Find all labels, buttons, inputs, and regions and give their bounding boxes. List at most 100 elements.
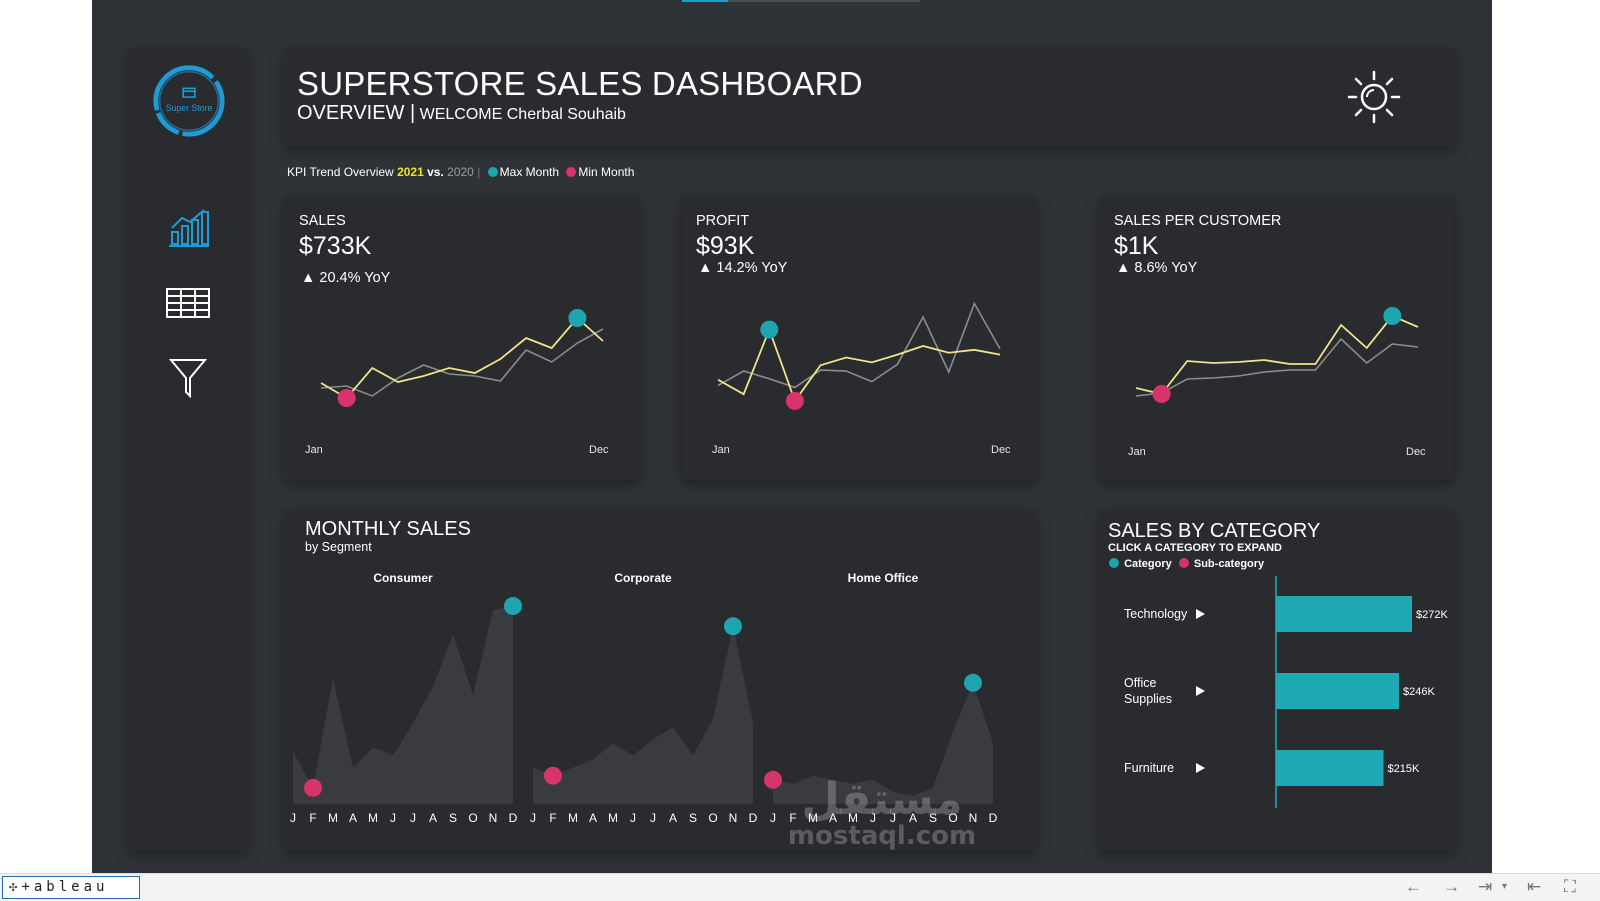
month-tick: D <box>509 811 518 825</box>
month-tick: O <box>948 811 957 825</box>
kpi-card-profit[interactable]: PROFIT $93K ▲ 14.2% YoY Jan Dec <box>682 196 1036 480</box>
month-tick: J <box>650 811 656 825</box>
month-tick: A <box>909 811 917 825</box>
kpi-value: $733K <box>299 232 372 260</box>
month-tick: N <box>729 811 738 825</box>
segment-area <box>533 626 753 804</box>
current-year-line <box>717 327 1001 403</box>
current-year-line <box>1135 314 1419 396</box>
kpi-sparkline[interactable] <box>1100 196 1454 480</box>
monthly-title: MONTHLY SALES <box>305 518 471 540</box>
expand-triangle-icon <box>1196 609 1205 619</box>
kpi-legend-vs: vs. <box>427 165 444 179</box>
month-tick: A <box>429 811 437 825</box>
kpi-title: SALES <box>299 213 346 229</box>
category-legend: Category Sub-category <box>1108 558 1264 570</box>
category-subtitle: CLICK A CATEGORY TO EXPAND <box>1108 542 1282 554</box>
back-icon[interactable]: ← <box>1405 877 1422 896</box>
month-tick: A <box>589 811 597 825</box>
kpi-card-sales-per-customer[interactable]: SALES PER CUSTOMER $1K ▲ 8.6% YoY Jan De… <box>1100 196 1454 480</box>
x-tick-dec: Dec <box>1406 446 1426 458</box>
kpi-legend-current-year: 2021 <box>397 165 424 179</box>
table-icon[interactable] <box>166 288 210 318</box>
month-tick: J <box>290 811 296 825</box>
page-title: SUPERSTORE SALES DASHBOARD <box>297 65 863 102</box>
tableau-brand: +ableau <box>21 879 109 895</box>
month-tick: D <box>749 811 758 825</box>
month-tick: F <box>549 811 556 825</box>
min-month-point <box>337 389 356 407</box>
month-tick: O <box>708 811 717 825</box>
min-month-point <box>544 766 562 785</box>
prior-year-line <box>717 301 1001 389</box>
kpi-legend: KPI Trend Overview 2021 vs. 2020 | Max M… <box>287 165 634 179</box>
category-row[interactable]: Office Supplies $246K <box>1124 673 1435 709</box>
filter-icon[interactable] <box>169 358 207 398</box>
month-tick: F <box>309 811 316 825</box>
bar-chart-icon[interactable] <box>168 206 210 248</box>
sales-by-category-card: SALES BY CATEGORY CLICK A CATEGORY TO EX… <box>1100 510 1455 851</box>
x-tick-jan: Jan <box>305 444 323 456</box>
category-label: Technology <box>1124 607 1188 621</box>
fullscreen-icon[interactable]: ⛶ <box>1564 877 1576 896</box>
superstore-logo[interactable]: Super Store <box>150 62 228 140</box>
expand-triangle-icon <box>1196 686 1205 696</box>
tableau-public-button[interactable]: ✣ +ableau <box>2 876 140 899</box>
category-row[interactable]: Technology $272K <box>1124 596 1448 632</box>
x-tick-jan: Jan <box>1128 446 1146 458</box>
month-tick: J <box>410 811 416 825</box>
tableau-toolbar: ✣ +ableau ← → ⇥ ▾ ⇤ ⛶ <box>0 873 1600 901</box>
segment-area <box>773 682 993 804</box>
header-card: SUPERSTORE SALES DASHBOARD OVERVIEW | WE… <box>285 48 1455 147</box>
prior-year-line <box>1135 337 1419 397</box>
max-month-point <box>504 597 522 616</box>
theme-toggle-sun-icon[interactable] <box>1347 70 1401 124</box>
month-tick: S <box>689 811 697 825</box>
category-legend-dot <box>1109 558 1119 568</box>
min-month-dot <box>566 167 577 177</box>
kpi-card-sales[interactable]: SALES $733K ▲ 20.4% YoY Jan Dec <box>285 196 639 480</box>
category-bar <box>1276 750 1384 786</box>
segment-header: Home Office <box>848 571 919 585</box>
first-icon[interactable]: ⇤ <box>1527 877 1542 896</box>
month-tick: M <box>568 811 578 825</box>
category-label: Office <box>1124 676 1156 690</box>
max-month-dot <box>487 167 498 177</box>
kpi-title: PROFIT <box>696 213 750 229</box>
current-year-line <box>320 316 604 400</box>
month-tick: M <box>328 811 338 825</box>
month-tick: S <box>929 811 937 825</box>
x-tick-jan: Jan <box>712 444 730 456</box>
category-bar <box>1276 596 1412 632</box>
monthly-subtitle: by Segment <box>305 540 372 554</box>
category-label: Supplies <box>1124 692 1172 706</box>
kpi-sparkline[interactable] <box>682 196 1036 480</box>
kpi-sparkline[interactable] <box>285 196 639 480</box>
max-month-point <box>568 309 587 327</box>
month-tick: F <box>789 811 796 825</box>
prior-year-line <box>320 328 604 397</box>
dashboard-viz: Super Store SUPERSTORE SALES DASHBOARD O… <box>92 0 1492 873</box>
forward-icon[interactable]: → <box>1443 877 1460 896</box>
segment-area <box>293 606 513 804</box>
redo-icon[interactable]: ⇥ <box>1478 877 1493 896</box>
segment-header: Corporate <box>614 571 672 585</box>
viz-top-tab[interactable] <box>682 0 920 2</box>
page-scroll-rail <box>1580 0 1600 873</box>
sidebar: Super Store <box>129 48 247 851</box>
month-tick: M <box>608 811 618 825</box>
viz-top-tab-active <box>682 0 728 2</box>
kpi-legend-separator: | <box>477 165 481 179</box>
month-tick: O <box>468 811 477 825</box>
category-label: Furniture <box>1124 761 1174 775</box>
subcategory-legend-label: Sub-category <box>1193 558 1265 570</box>
redo-dropdown-icon[interactable]: ▾ <box>1502 881 1508 892</box>
segment-header: Consumer <box>373 571 433 585</box>
subtitle-welcome: WELCOME Cherbal Souhaib <box>415 106 626 123</box>
category-row[interactable]: Furniture $215K <box>1124 750 1420 786</box>
month-tick: N <box>489 811 498 825</box>
month-tick: A <box>829 811 837 825</box>
category-bar-chart[interactable]: Technology $272K Office Supplies $246K Furnit… <box>1100 510 1455 851</box>
logo-text: Super Store <box>166 103 213 113</box>
